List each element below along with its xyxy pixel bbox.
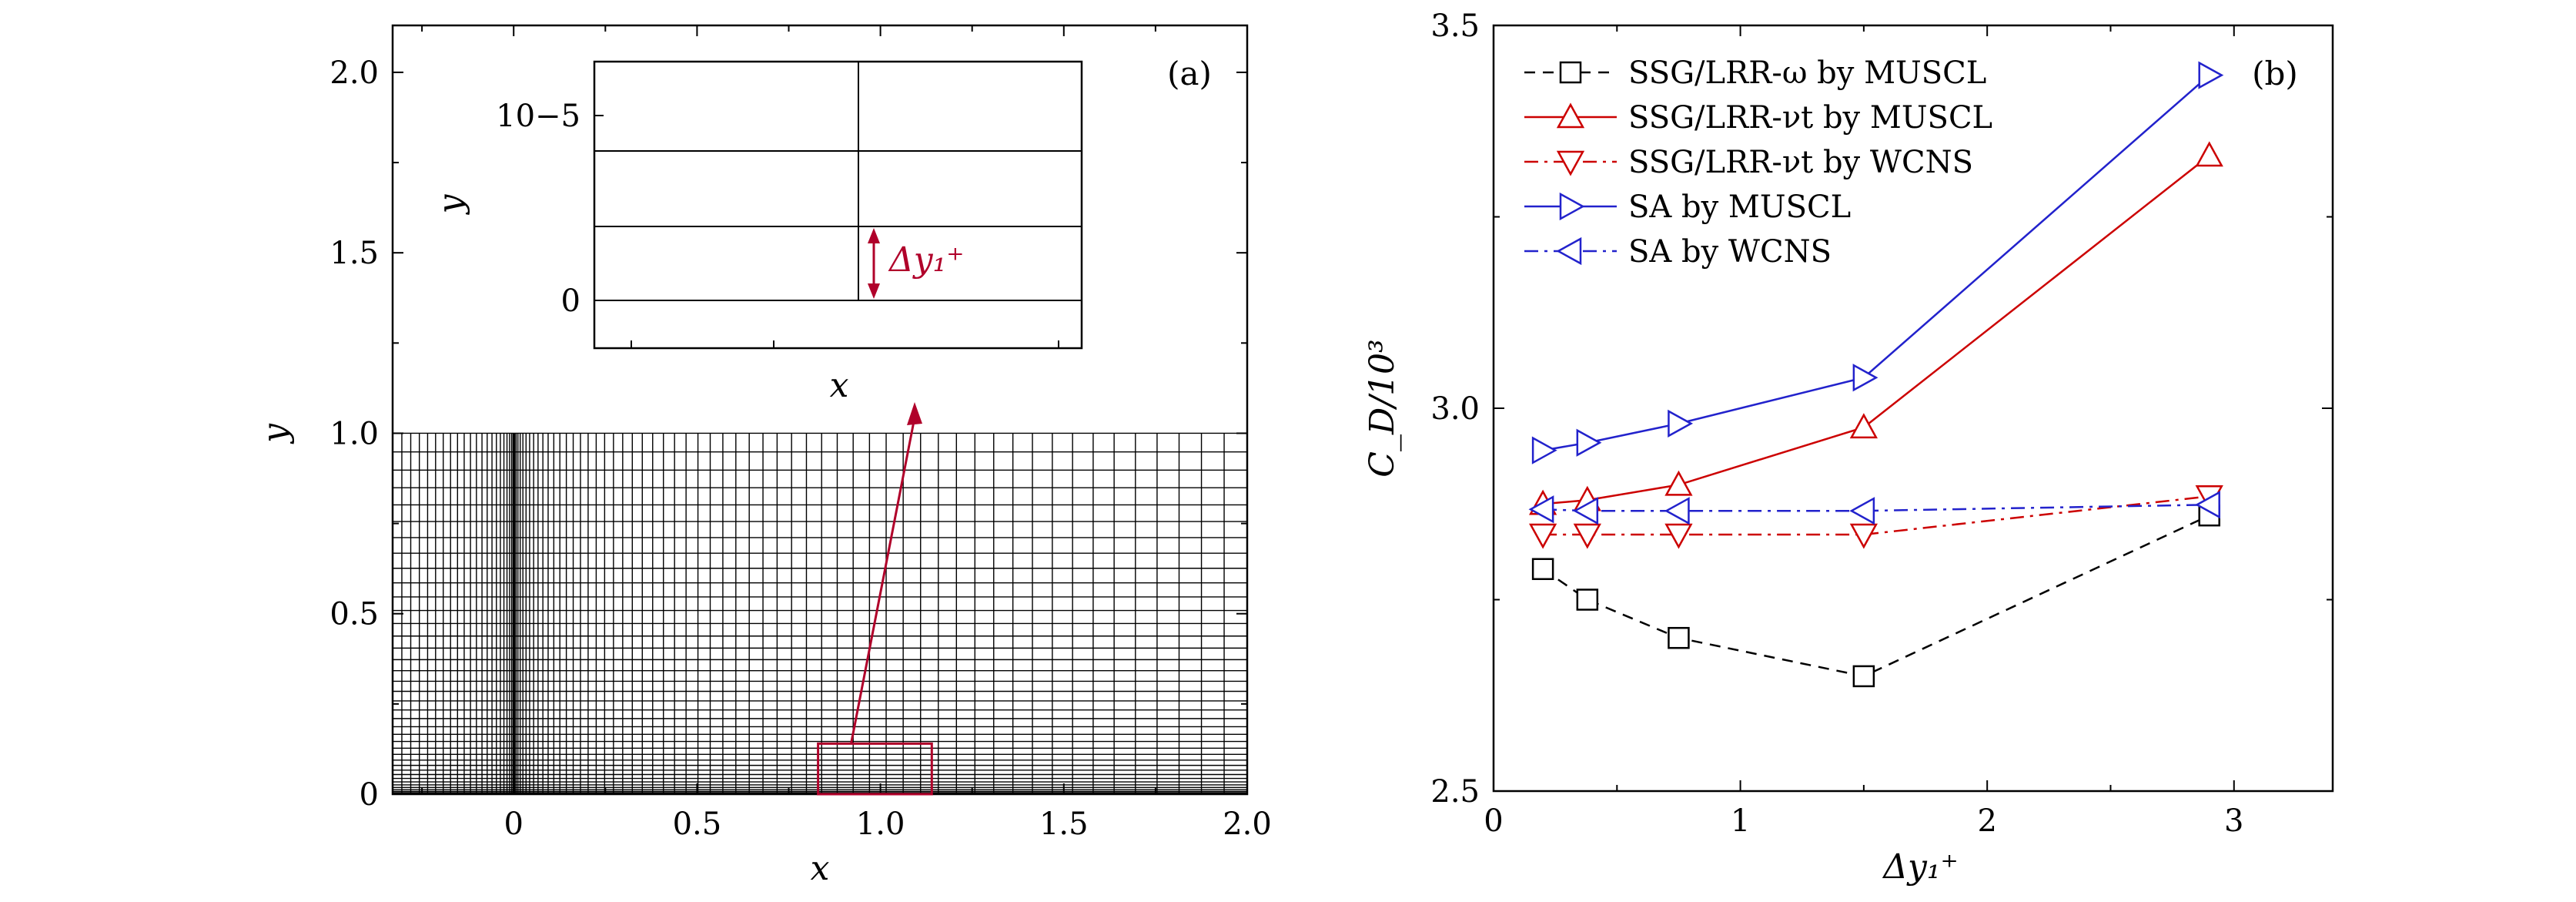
data-point [1531,436,1557,464]
legend-label: SSG/LRR-νt by MUSCL [1628,100,1992,136]
mesh-grid [392,432,1248,795]
data-point [1664,497,1690,525]
y-tick-label: 2.5 [1430,774,1480,810]
x-tick-label: 2 [1977,803,1996,839]
inset-y-tick-label: 0 [561,283,580,319]
data-point [1849,413,1878,439]
y-tick-label: 1.0 [330,416,379,451]
legend-entry: SSG/LRR-ω by MUSCL [1524,55,1986,91]
panel-b-series [1528,61,2224,688]
x-tick-label: 1.0 [856,806,905,842]
data-point [1849,497,1875,525]
y-tick-label: 3.0 [1430,391,1480,427]
series-line [1542,515,2210,678]
y-tick-label: 1.5 [330,236,379,271]
panel-b-ticks: 0 1 2 3 2.5 3.0 3.5 [1430,8,2333,839]
data-point [2195,491,2220,519]
legend-entry: SSG/LRR-νt by MUSCL [1524,100,1992,136]
x-tick-label: 0 [503,806,523,842]
data-point [1576,588,1599,611]
series-4 [1531,61,2224,464]
data-point [2195,141,2223,167]
panel-a: 0 0.5 1.0 1.5 2.0 0 0.5 1.0 1.5 2.0 x y (a) 0 10−… [256,24,1272,888]
inset-grid-lines [594,62,1082,348]
data-point [1664,523,1693,549]
legend-marker [1556,150,1585,176]
legend-label: SA by MUSCL [1628,189,1851,225]
legend-marker [1559,192,1585,221]
data-point [1573,497,1599,525]
inset-x-axis-label: x [830,366,849,405]
legend-label: SSG/LRR-νt by WCNS [1628,145,1973,180]
data-point [1668,409,1694,438]
panel-a-y-axis-label: y [256,423,295,444]
legend-marker [1556,102,1585,129]
legend-label: SSG/LRR-ω by MUSCL [1628,55,1986,91]
panel-a-x-axis-label: x [811,849,830,888]
legend-entry: SA by MUSCL [1524,189,1851,225]
inset-y-tick-label: 10−5 [496,99,580,134]
x-tick-label: 3 [2224,803,2243,839]
inset: 0 10−5 x y Δy₁⁺ [431,60,1083,405]
zoom-arrowhead [907,402,922,425]
data-point [1531,558,1554,580]
delta-y-arrowhead [868,283,880,299]
delta-y-annotation: Δy₁⁺ [888,240,965,280]
panel-a-label: (a) [1167,55,1212,92]
y-tick-label: 2.0 [330,55,379,91]
panel-b-axes-frame [1492,24,2334,793]
delta-y-arrowhead [868,228,880,243]
data-point [1573,523,1601,549]
zoom-arrow [850,417,916,744]
panel-b-x-axis-label: Δy₁⁺ [1882,847,1959,887]
data-point [1849,523,1878,549]
inset-y-axis-label: y [431,193,470,215]
legend-entry: SSG/LRR-νt by WCNS [1524,145,1973,180]
inset-frame [593,60,1083,350]
legend-entry: SA by WCNS [1524,234,1832,270]
data-point [1576,428,1602,457]
data-point [1664,470,1693,496]
highlight-box [817,742,933,796]
data-point [1668,626,1690,649]
x-tick-label: 1 [1731,803,1750,839]
y-tick-label: 0.5 [330,597,379,632]
data-point [2198,61,2224,89]
x-tick-label: 1.5 [1039,806,1089,842]
panel-b-label: (b) [2252,55,2298,92]
legend-label: SA by WCNS [1628,234,1832,270]
series-line [1543,495,2210,536]
panel-b: 0 1 2 3 2.5 3.0 3.5 Δy₁⁺ C_D/10³ (b) SSG/LRR-ω… [1363,8,2334,887]
series-line [1543,503,2210,512]
x-tick-label: 2.0 [1223,806,1272,842]
data-point [1852,665,1875,688]
legend-marker [1559,61,1582,84]
delta-y-arrow [868,228,880,299]
y-tick-label: 0 [360,777,379,813]
inset-background [594,62,1082,348]
x-tick-label: 0.5 [673,806,722,842]
panel-b-y-axis-label: C_D/10³ [1363,339,1402,477]
data-point [1852,364,1878,392]
legend-marker [1556,236,1582,266]
legend: SSG/LRR-ω by MUSCL SSG/LRR-νt by MUSCL SSG… [1524,55,1992,270]
x-tick-label: 0 [1484,803,1503,839]
data-point [1528,495,1554,524]
series-3 [1529,485,2223,549]
series-5 [1528,491,2220,525]
data-point [1529,523,1557,549]
panel-a-ticks: 0 0.5 1.0 1.5 2.0 0 0.5 1.0 1.5 2.0 [330,25,1272,842]
y-tick-label: 3.5 [1430,8,1480,44]
